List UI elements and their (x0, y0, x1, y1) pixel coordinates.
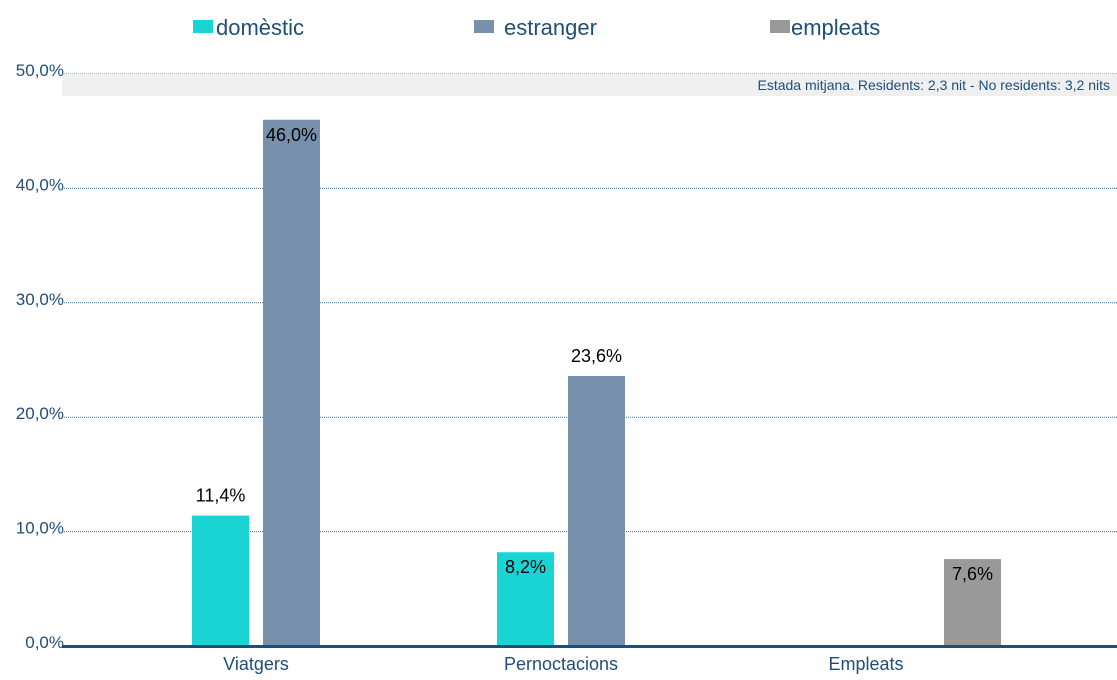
bar-domèstic-viatgers (192, 515, 249, 646)
y-axis: 0,0% 10,0% 20,0% 30,0% 40,0% 50,0% (16, 61, 64, 652)
data-label: 7,6% (952, 564, 993, 584)
x-axis: Viatgers Pernoctacions Empleats (62, 645, 1117, 674)
legend-swatch (193, 20, 213, 33)
y-tick-label: 10,0% (16, 519, 64, 538)
legend-label: domèstic (216, 15, 304, 40)
x-tick-label: Empleats (828, 654, 903, 674)
bars: 11,4% 46,0% 8,2% 23,6% 7,6% (192, 119, 1001, 646)
annotation-band (62, 74, 1117, 96)
data-label: 11,4% (196, 486, 246, 506)
annotation: Estada mitjana. Residents: 2,3 nit - No … (62, 74, 1117, 96)
y-tick-label: 20,0% (16, 404, 64, 423)
x-tick-label: Viatgers (223, 654, 289, 674)
y-tick-label: 30,0% (16, 290, 64, 309)
bar-estranger-pernoctacions (568, 376, 625, 646)
legend-label: empleats (791, 15, 880, 40)
bar-empleats-empleats (944, 559, 1001, 646)
legend-label: estranger (504, 15, 597, 40)
data-label: 23,6% (571, 346, 622, 366)
y-tick-label: 50,0% (16, 61, 64, 80)
legend-swatch (770, 20, 790, 33)
bar-domèstic-pernoctacions (497, 552, 554, 646)
y-tick-label: 0,0% (25, 633, 64, 652)
annotation-text: Estada mitjana. Residents: 2,3 nit - No … (757, 77, 1110, 93)
legend: domèstic estranger empleats (193, 15, 880, 40)
y-tick-label: 40,0% (16, 175, 64, 194)
data-label: 46,0% (266, 125, 317, 145)
bar-estranger-viatgers (263, 119, 320, 646)
x-tick-label: Pernoctacions (504, 654, 618, 674)
legend-swatch (474, 20, 494, 33)
data-label: 8,2% (505, 557, 546, 577)
